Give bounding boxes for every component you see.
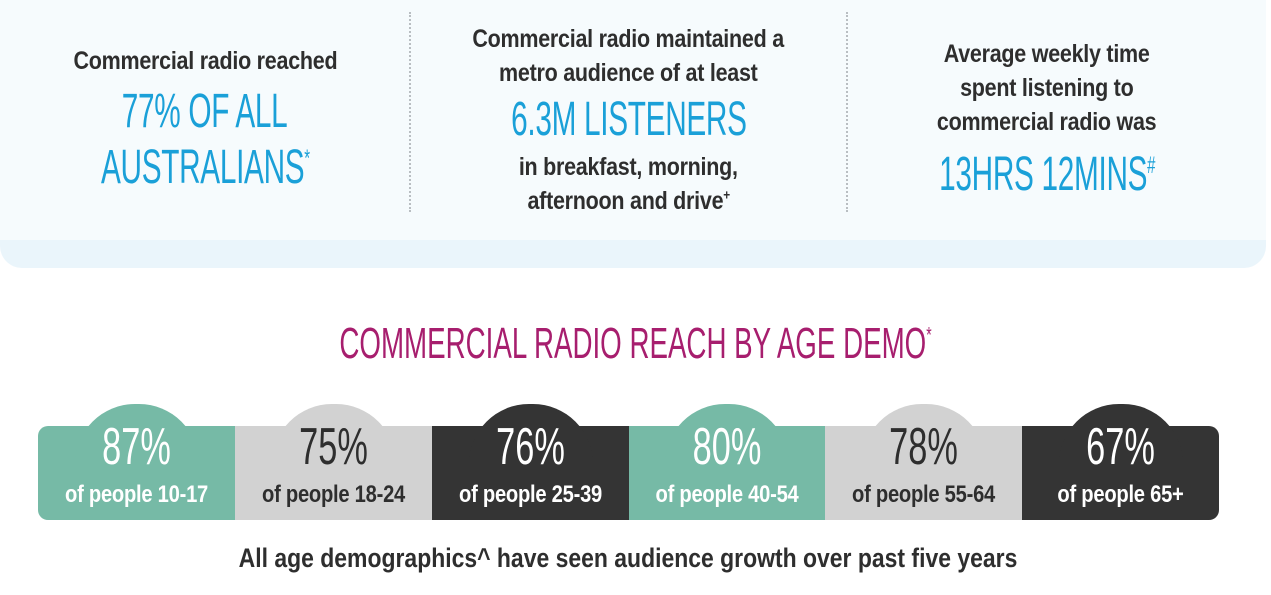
stat-metro-value: 6.3M LISTENERS: [510, 93, 747, 146]
age-segment-percent: 76%: [496, 418, 565, 476]
section-heading-text: COMMERCIAL RADIO REACH BY AGE DEMO: [339, 319, 927, 368]
stats-panel-inner: [0, 0, 1266, 240]
stat-metro-lead-line1: Commercial radio maintained a: [472, 25, 785, 53]
section-heading: COMMERCIAL RADIO REACH BY AGE DEMO*: [235, 318, 1036, 370]
age-segment-label: of people 25-39: [459, 481, 602, 508]
age-segment-label: of people 10-17: [65, 481, 208, 508]
age-segment: 75% of people 18-24: [235, 404, 432, 520]
stat-time-value-text: 13HRS 12MINS: [939, 148, 1148, 201]
stat-metro-tail-line1: in breakfast, morning,: [519, 153, 738, 181]
stat-time: Average weekly time spent listening to c…: [847, 0, 1247, 240]
divider: [409, 12, 411, 212]
age-segment-percent: 67%: [1086, 418, 1155, 476]
stat-metro-tail-line2: afternoon and drive+: [527, 184, 730, 218]
growth-footnote: All age demographics^ have seen audience…: [238, 543, 1018, 573]
stat-time-value: 13HRS 12MINS#: [939, 147, 1155, 203]
age-segment-label: of people 65+: [1057, 481, 1184, 508]
stat-metro-tail-line2-text: afternoon and drive: [527, 187, 724, 215]
stat-reach: Commercial radio reached 77% OF ALL AUST…: [0, 0, 410, 240]
stat-reach-lead: Commercial radio reached: [73, 47, 337, 75]
stat-reach-value-line1: 77% OF ALL: [122, 85, 288, 138]
age-segment: 67% of people 65+: [1022, 404, 1219, 520]
stat-time-lead-line3: commercial radio was: [937, 108, 1157, 136]
age-segment-percent: 87%: [102, 418, 171, 476]
age-segment: 80% of people 40-54: [629, 404, 825, 520]
age-segment: 76% of people 25-39: [432, 404, 629, 520]
stat-reach-value-line2: AUSTRALIANS*: [101, 140, 310, 196]
age-segment: 87% of people 10-17: [38, 404, 235, 520]
stat-metro-mark: +: [723, 187, 730, 203]
stat-time-lead-line1: Average weekly time: [944, 40, 1150, 68]
age-segment: 78% of people 55-64: [825, 404, 1022, 520]
age-segment-percent: 78%: [889, 418, 958, 476]
stat-reach-value-line2-text: AUSTRALIANS: [100, 141, 305, 194]
stats-panel: Commercial radio reached 77% OF ALL AUST…: [0, 0, 1266, 268]
age-segment-label: of people 55-64: [852, 481, 995, 508]
stat-reach-mark: *: [303, 145, 310, 172]
age-demo-strip: 87% of people 10-17 75% of people 18-24 76% o…: [38, 404, 1219, 520]
age-segment-label: of people 40-54: [655, 481, 799, 508]
age-segment-label: of people 18-24: [262, 481, 405, 508]
stat-time-mark: #: [1147, 152, 1155, 179]
stat-time-lead-line2: spent listening to: [960, 74, 1134, 102]
age-segment-percent: 75%: [299, 418, 368, 476]
stat-metro: Commercial radio maintained a metro audi…: [410, 0, 847, 240]
age-segment-percent: 80%: [692, 418, 762, 476]
stat-metro-lead-line2: metro audience of at least: [499, 59, 758, 87]
divider: [846, 12, 848, 212]
section-heading-mark: *: [926, 322, 932, 348]
